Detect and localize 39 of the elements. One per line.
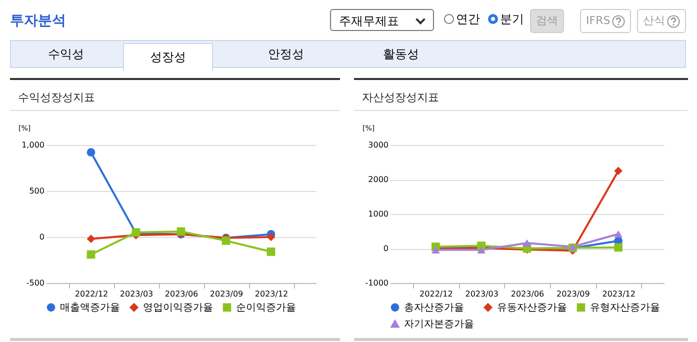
legend-label: 순이익증가율	[236, 302, 296, 314]
text: 검색	[530, 9, 564, 33]
legend-label: 매출액증가율	[60, 302, 120, 314]
y-tick-label: 3000	[368, 140, 388, 150]
text: 연간	[456, 11, 480, 28]
text: 주재무제표	[339, 14, 399, 28]
x-tick-label: 2023/06	[164, 290, 198, 298]
x-tick-label: 2023/12	[254, 290, 288, 298]
legend-label: 총자산증가율	[404, 302, 464, 314]
legend-label: 자기자본증가율	[404, 319, 474, 330]
y-tick-label: -1000	[365, 278, 388, 288]
text: IFRS	[586, 13, 610, 29]
y-tick-label: 1000	[368, 210, 388, 218]
x-tick-label: 2022/12	[74, 290, 108, 298]
text: 분기	[500, 11, 524, 28]
x-tick-label: 2023/03	[120, 290, 154, 298]
text: 수익성	[47, 46, 85, 63]
y-tick-label: 0	[39, 232, 44, 242]
x-tick-label: 2023/09	[556, 290, 590, 298]
x-tick-label: 2023/03	[465, 290, 498, 298]
x-tick-label: 2023/09	[210, 290, 244, 298]
text: 안정성	[267, 46, 305, 63]
legend-label: 유형자산증가율	[590, 302, 660, 314]
legend-label: 유동자산증가율	[497, 302, 567, 314]
x-tick-label: 2023/06	[510, 290, 544, 298]
y-tick-label: 0	[383, 244, 388, 253]
y-tick-label: 1,000	[22, 140, 44, 150]
x-tick-label: 2022/12	[420, 290, 453, 298]
text: 산식	[643, 13, 665, 29]
text: 성장성	[123, 43, 213, 71]
text: 활동성	[382, 46, 420, 63]
y-tick-label: 500	[29, 186, 44, 196]
text: 투자분석	[10, 12, 66, 30]
chart-title: 수익성장성지표	[18, 90, 95, 105]
x-tick-label: 2023/12	[602, 290, 636, 298]
chart-title: 자산성장성지표	[362, 90, 439, 105]
y-tick-label: -500	[26, 278, 44, 288]
y-tick-label: 2000	[368, 175, 388, 184]
legend-label: 영업이익증가율	[143, 302, 213, 314]
